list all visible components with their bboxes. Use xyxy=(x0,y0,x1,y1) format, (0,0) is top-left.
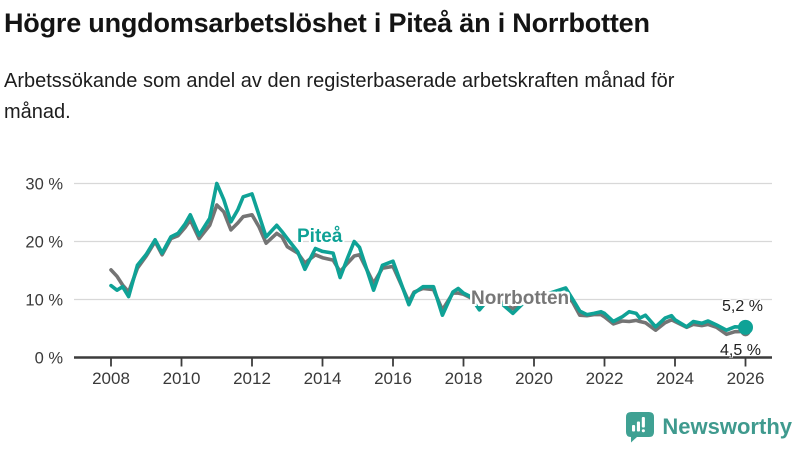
y-tick-label-10: 10 % xyxy=(25,292,63,310)
x-tick-label-2018: 2018 xyxy=(445,369,483,388)
chart-subtitle: Arbetssökande som andel av den registerb… xyxy=(4,70,675,123)
series-line-pite xyxy=(109,181,748,333)
newsworthy-bubble-icon xyxy=(626,412,655,443)
x-tick-label-2008: 2008 xyxy=(92,369,130,388)
x-tick-label-2010: 2010 xyxy=(163,369,201,388)
series-end-dot-pite xyxy=(738,319,753,335)
page-title: Högre ungdomsarbetslöshet i Piteå än i N… xyxy=(4,8,650,38)
y-tick-label-20: 20 % xyxy=(25,234,63,252)
series-label-pitea: Piteå xyxy=(297,226,343,247)
x-tick-label-2012: 2012 xyxy=(233,369,271,388)
newsworthy-wordmark: Newsworthy xyxy=(662,414,792,439)
newsworthy-logo: Newsworthy xyxy=(625,411,792,443)
y-tick-label-0: 0 % xyxy=(35,350,64,368)
y-tick-label-30: 30 % xyxy=(25,176,63,194)
end-value-pitea: 5,2 % xyxy=(722,298,763,315)
x-tick-label-2016: 2016 xyxy=(374,369,412,388)
x-tick-label-2026: 2026 xyxy=(727,369,765,388)
x-tick-label-2020: 2020 xyxy=(515,369,553,388)
x-tick-label-2022: 2022 xyxy=(586,369,624,388)
series-label-norrbotten: Norrbotten xyxy=(471,288,570,309)
x-tick-label-2014: 2014 xyxy=(304,369,342,388)
end-value-norrbotten: 4,5 % xyxy=(720,342,761,359)
x-tick-label-2024: 2024 xyxy=(656,369,694,388)
